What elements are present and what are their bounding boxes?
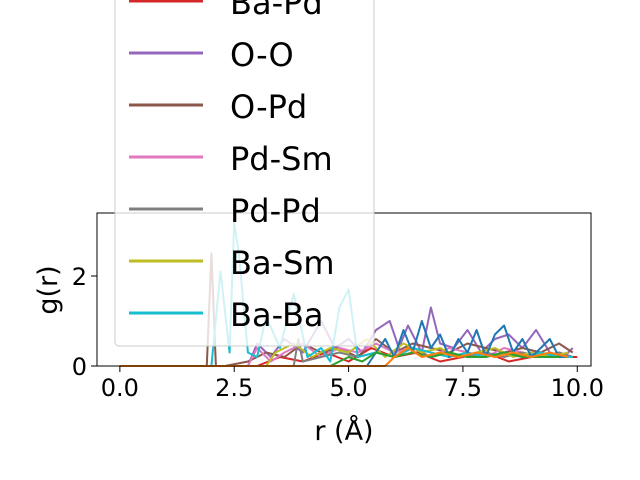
legend-label-pd-sm: Pd-Sm <box>230 140 333 178</box>
legend-label-o-o: O-O <box>230 36 294 74</box>
x-axis-ticks: 0.0 2.5 5.0 7.5 10.0 <box>101 366 604 402</box>
legend: Ba-Pd O-O O-Pd Pd-Sm Pd-Pd Ba-Sm Ba-Ba <box>114 0 375 347</box>
legend-label-pd-pd: Pd-Pd <box>230 192 321 230</box>
y-axis-label: g(r) <box>33 265 64 314</box>
x-tick-label: 7.5 <box>444 374 482 402</box>
y-axis-ticks: 02 <box>72 263 97 381</box>
legend-label-o-pd: O-Pd <box>230 88 307 126</box>
series-line-pd-sm <box>119 342 574 367</box>
series-line-unnamed-7 <box>119 320 569 367</box>
legend-label-ba-sm: Ba-Sm <box>230 244 335 282</box>
legend-label-ba-pd: Ba-Pd <box>230 0 323 22</box>
legend-label-ba-ba: Ba-Ba <box>230 296 324 334</box>
x-tick-label: 0.0 <box>101 374 139 402</box>
x-tick-label: 10.0 <box>551 374 604 402</box>
series-line-unnamed-8 <box>119 351 559 367</box>
y-tick-label: 2 <box>72 263 87 291</box>
x-tick-label: 2.5 <box>215 374 253 402</box>
y-tick-label: 0 <box>72 353 87 381</box>
legend-box <box>114 0 375 347</box>
x-tick-label: 5.0 <box>329 374 367 402</box>
series-line-unnamed-9 <box>119 347 569 367</box>
x-axis-label: r (Å) <box>314 415 373 447</box>
